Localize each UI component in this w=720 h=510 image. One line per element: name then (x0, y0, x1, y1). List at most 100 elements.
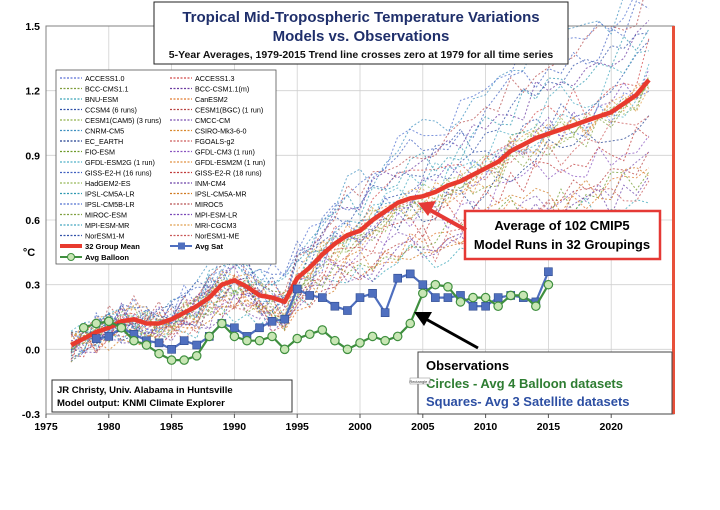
legend-model-label: EC_EARTH (85, 137, 123, 146)
x-tick-label: 2010 (474, 421, 498, 433)
avg-balloon-point (304, 329, 315, 340)
avg-balloon-point (191, 350, 202, 361)
avg-sat-point (179, 336, 189, 346)
legend-model-label: MIROC5 (195, 200, 223, 209)
avg-balloon-point (104, 316, 114, 327)
legend-model-label: HadGEM2-ES (85, 179, 131, 188)
avg-balloon-point (267, 331, 277, 342)
avg-balloon-point (443, 282, 453, 292)
avg-balloon-point (355, 338, 365, 348)
model-run-line (71, 81, 649, 337)
x-tick-label: 1990 (223, 421, 247, 433)
y-tick-label: 0.0 (25, 344, 40, 356)
model-run-line (70, 166, 650, 351)
avg-sat-point (154, 338, 164, 348)
avg-sat-point (405, 269, 415, 279)
avg-balloon-point (342, 344, 353, 355)
avg-sat-point (318, 293, 327, 302)
avg-balloon-point (330, 335, 340, 346)
legend-model-label: GISS-E2-H (16 runs) (85, 169, 152, 178)
legend-model-label: GFDL-ESM2M (1 run) (195, 158, 265, 167)
avg-sat-point (255, 323, 264, 333)
avg-balloon-point (405, 318, 416, 329)
model-run-line (70, 151, 650, 342)
legend-model-label: IPSL-CM5B-LR (85, 200, 135, 209)
avg-balloon-point (455, 297, 466, 307)
avg-sat-point (368, 288, 377, 298)
avg-balloon-point (129, 335, 139, 346)
legend-model-label: MPI-ESM-LR (195, 211, 237, 220)
legend-model-label: IPSL-CM5A-LR (85, 190, 135, 199)
y-tick-label: 1.5 (25, 21, 40, 33)
avg-sat-point (431, 293, 440, 302)
legend-model-label: INM-CM4 (195, 179, 226, 188)
title-box: Tropical Mid-Tropospheric Temperature Va… (153, 1, 569, 65)
model-annotation-arrowhead (418, 201, 436, 216)
observations-arrow (423, 316, 479, 350)
model-run-line (70, 171, 650, 353)
chart-subtitle: 5-Year Averages, 1979-2015 Trend line cr… (169, 49, 554, 61)
model-run-line (70, 180, 650, 360)
x-tick-label: 1975 (34, 421, 58, 433)
legend-model-label: FIO-ESM (85, 148, 115, 157)
avg-sat-point (104, 332, 114, 341)
right-edge-bar (672, 26, 675, 414)
avg-sat-point (418, 280, 428, 289)
avg-sat-point (267, 317, 277, 326)
avg-sat-point (481, 301, 490, 311)
avg-balloon-point (166, 355, 177, 365)
avg-balloon-point (367, 331, 378, 342)
series-layer (70, 78, 651, 365)
model-run-line (70, 115, 650, 354)
model-annotation: Average of 102 CMIP5 Model Runs in 32 Gr… (418, 201, 662, 261)
avg-balloon-point (91, 318, 102, 329)
model-run-line (70, 50, 649, 360)
avg-balloon-point (154, 348, 164, 359)
credit-box: JR Christy, Univ. Alabama in Huntsville … (51, 379, 293, 413)
y-tick-label: -0.3 (22, 409, 40, 421)
avg-balloon-point (179, 355, 189, 365)
model-run-line (70, 40, 650, 353)
model-run-line (70, 63, 650, 350)
avg-balloon-point (493, 301, 503, 312)
avg-sat-point (468, 301, 478, 311)
avg-sat-point (493, 293, 503, 302)
avg-sat-point (167, 345, 176, 354)
legend-model-label: GFDL-ESM2G (1 run) (85, 158, 155, 167)
x-tick-label: 1995 (286, 421, 310, 433)
avg-balloon-point (254, 335, 265, 346)
x-tick-label: 2020 (600, 421, 624, 433)
avg-balloon-point (279, 344, 290, 355)
legend-model-label: BCC-CSM1.1(m) (195, 85, 249, 94)
credit-line1: JR Christy, Univ. Alabama in Huntsville (57, 385, 233, 396)
avg-sat-point (380, 308, 390, 317)
avg-sat-point (192, 340, 202, 350)
avg-sat-point (544, 267, 553, 277)
legend-model-label: CESM1(CAM5) (3 runs) (85, 116, 161, 125)
legend-model-label: ACCESS1.3 (195, 74, 235, 83)
avg-balloon-point (468, 292, 478, 303)
avg-balloon-point (229, 331, 240, 342)
legend-model-label: MPI-ESM-MR (85, 221, 129, 230)
observations-arrowhead (414, 312, 432, 326)
avg-balloon-point (292, 333, 302, 344)
legend-model-label: MIROC-ESM (85, 211, 127, 220)
model-run-line (70, 150, 650, 363)
legend-model-label: CanESM2 (195, 95, 228, 104)
credit-line2: Model output: KNMI Climate Explorer (57, 398, 225, 409)
avg-sat-point (91, 334, 101, 343)
model-run-line (70, 0, 644, 352)
legend-mean-label: 32 Group Mean (85, 242, 140, 251)
avg-sat-point (330, 301, 340, 311)
model-run-line (70, 135, 650, 342)
legend-model-label: NorESM1-ME (195, 232, 240, 241)
avg-balloon-point (204, 331, 215, 342)
legend-model-label: CCSM4 (6 runs) (85, 106, 137, 115)
avg-balloon-point (531, 301, 541, 312)
legend: ACCESS1.0 ACCESS1.3 BCC-CMS1.1 BCC-CSM1.1(m… (55, 69, 277, 265)
x-tick-label: 2000 (348, 421, 372, 433)
model-annotation-arrow (429, 208, 467, 232)
legend-model-label: CSIRO-Mk3-6-0 (195, 127, 247, 136)
rectangle-tag-label: Rectangle 4 (409, 379, 431, 384)
